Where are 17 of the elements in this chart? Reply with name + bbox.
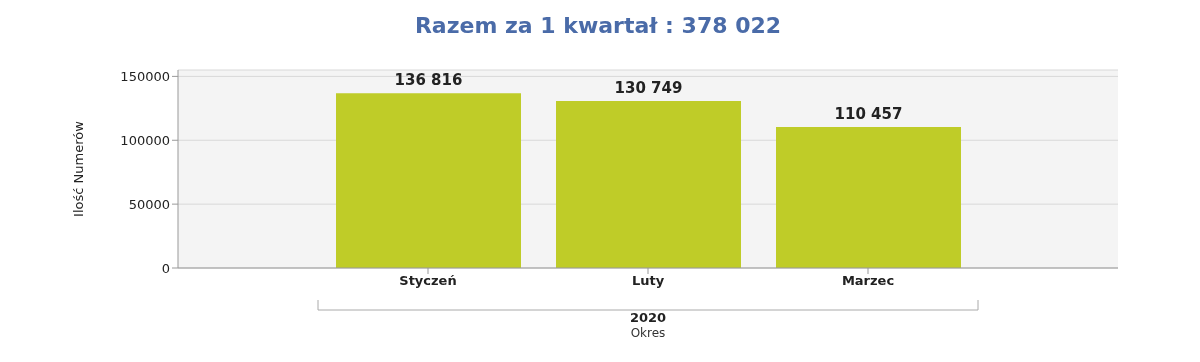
bar (336, 93, 521, 268)
y-axis-title: Ilość Numerów (70, 120, 86, 217)
y-tick-label: 50000 (128, 196, 170, 212)
data-label: 136 816 (394, 71, 463, 90)
text: 2020 (629, 310, 667, 325)
y-tick-label: 150000 (120, 69, 170, 84)
bar (776, 126, 961, 268)
x-tick-label: Styczeń (399, 273, 457, 289)
bar (556, 100, 741, 268)
data-label: 110 457 (834, 104, 903, 123)
x-tick-label: Marzec (841, 273, 895, 289)
y-tick-label: 0 (161, 260, 170, 276)
chart-title: Razem za 1 kwartał : 378 022 (413, 12, 783, 40)
y-tick-label: 100000 (120, 132, 170, 148)
x-tick-label: Luty (631, 273, 665, 289)
data-label: 130 749 (614, 78, 683, 97)
x-axis-title: Okres (629, 326, 667, 340)
